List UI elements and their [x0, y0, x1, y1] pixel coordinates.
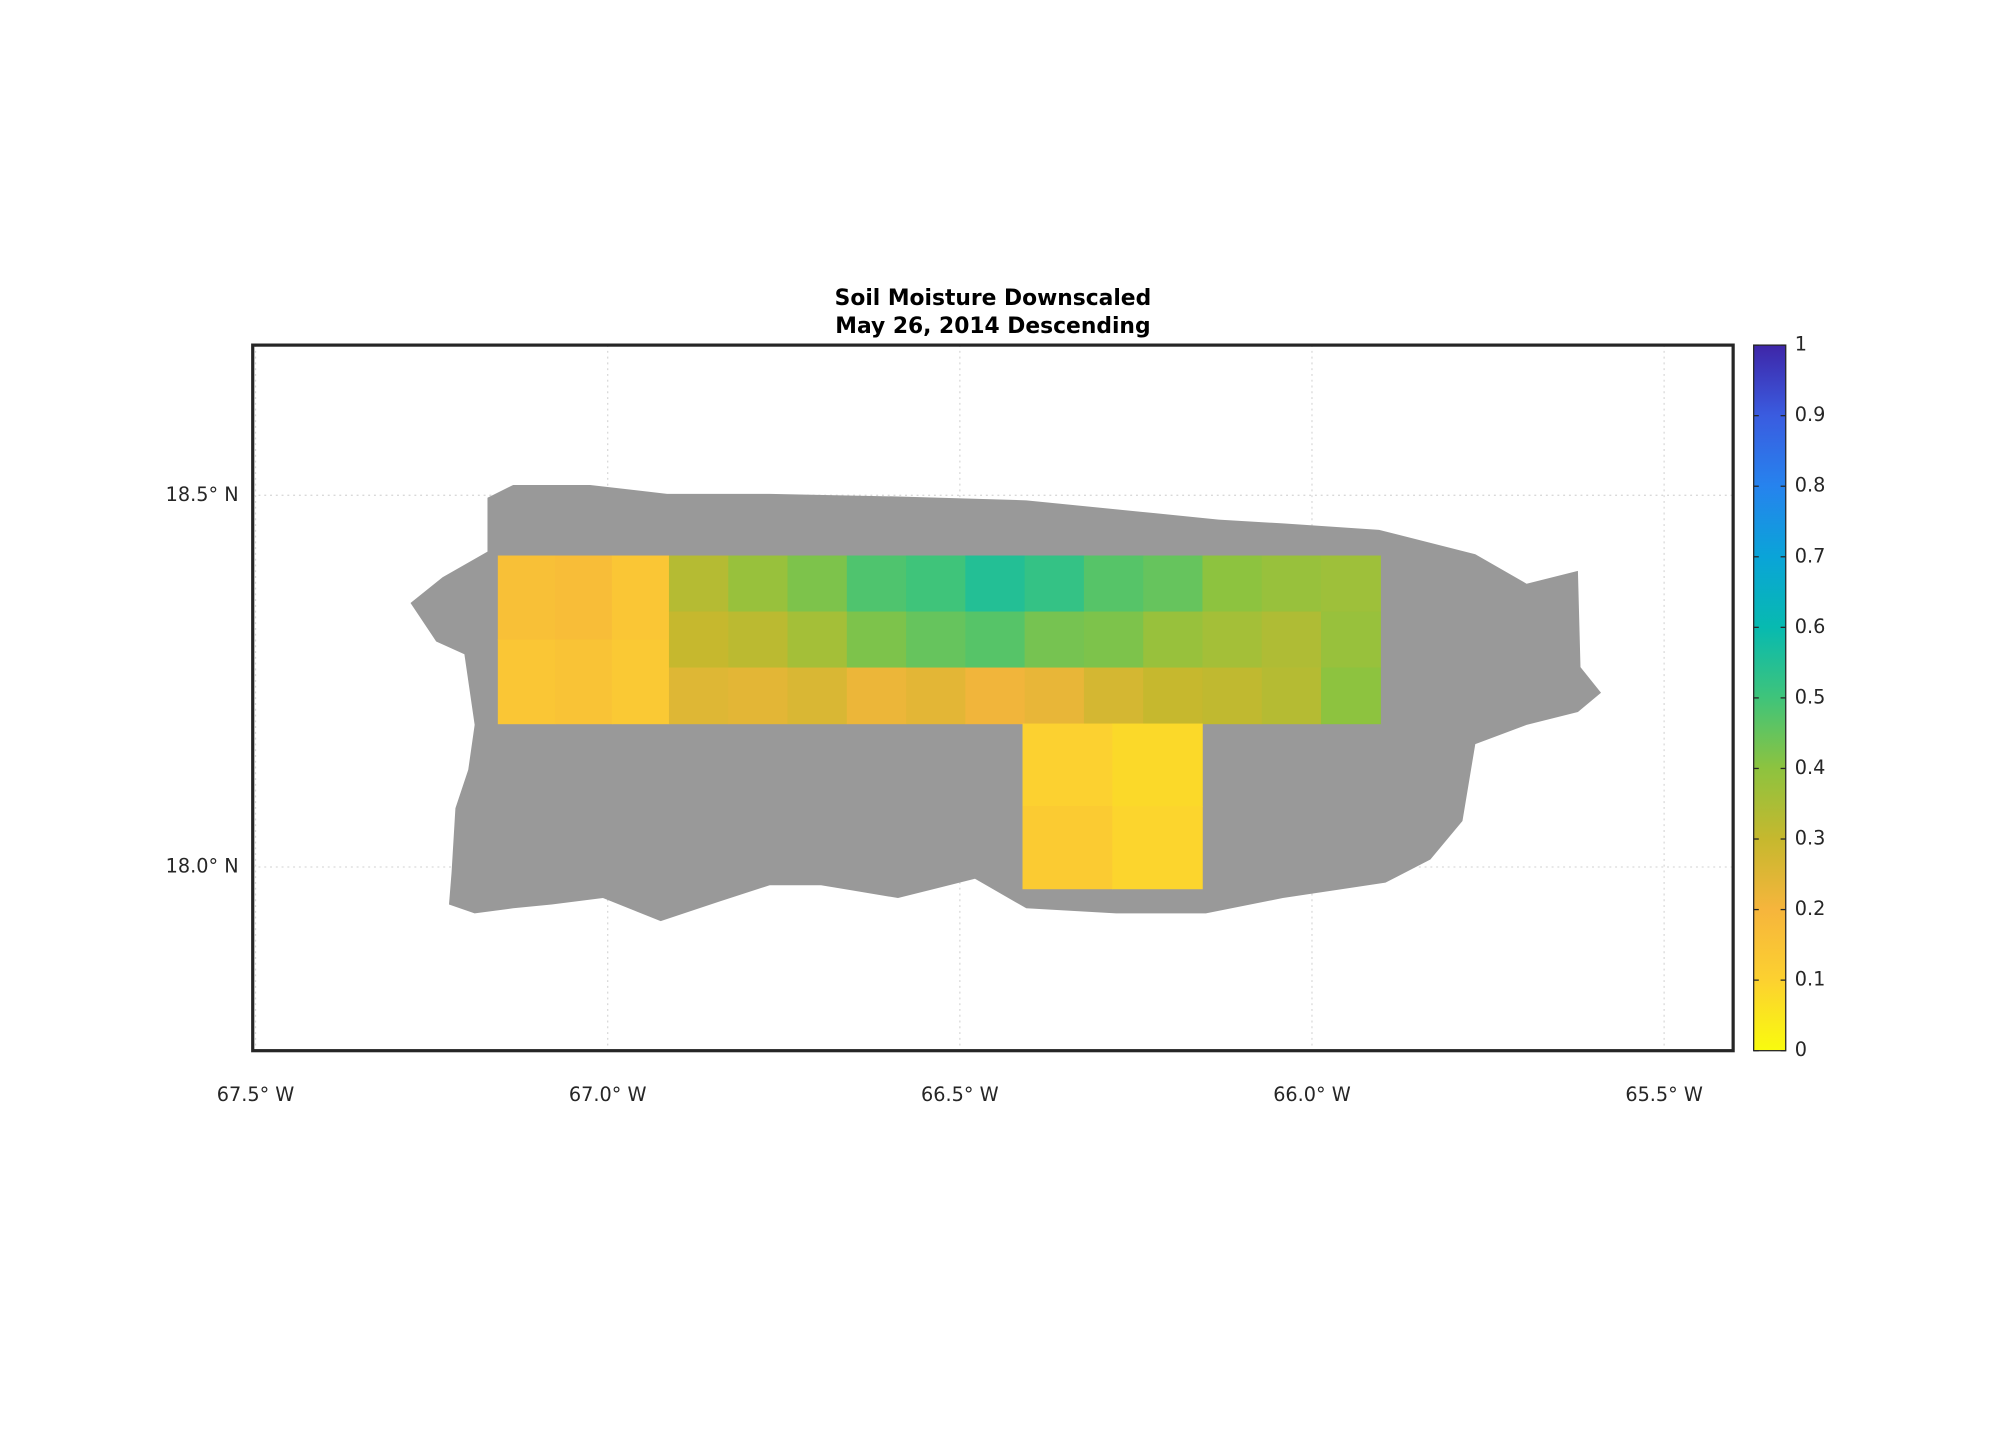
- moisture-cell: [787, 611, 848, 669]
- moisture-cell: [965, 611, 1026, 669]
- chart-subtitle: May 26, 2014 Descending: [835, 314, 1150, 339]
- moisture-cell: [1024, 667, 1085, 725]
- moisture-cell: [1143, 611, 1204, 669]
- x-tick-label: 65.5° W: [1625, 1083, 1703, 1106]
- moisture-cell: [965, 667, 1026, 725]
- colorbar-tick-label: 0.3: [1795, 827, 1826, 850]
- moisture-cell: [1083, 667, 1144, 725]
- colorbar-tick-label: 0.1: [1795, 968, 1826, 991]
- moisture-cell: [846, 555, 907, 613]
- colorbar-tick-label: 0.4: [1795, 756, 1826, 779]
- x-tick-label: 67.5° W: [217, 1083, 295, 1106]
- moisture-cell: [965, 555, 1026, 613]
- moisture-cell: [1202, 555, 1263, 613]
- moisture-cell: [906, 555, 966, 613]
- colorbar-tick-label: 0.2: [1795, 897, 1826, 920]
- moisture-cell: [497, 555, 556, 641]
- moisture-cell: [1022, 806, 1113, 890]
- moisture-cell: [1022, 723, 1113, 807]
- moisture-cell: [1202, 611, 1263, 669]
- colorbar-tick-label: 0: [1795, 1038, 1807, 1061]
- colorbar-tick-label: 0.5: [1795, 685, 1826, 708]
- moisture-cell: [1083, 555, 1144, 613]
- x-tick-label: 66.5° W: [921, 1083, 999, 1106]
- moisture-cell: [1202, 667, 1263, 725]
- moisture-cell: [611, 555, 670, 641]
- colorbar-tick-label: 0.6: [1795, 615, 1826, 638]
- x-tick-label: 66.0° W: [1273, 1083, 1351, 1106]
- moisture-cell: [1024, 611, 1085, 669]
- moisture-cell: [728, 611, 789, 669]
- moisture-cell: [1261, 667, 1322, 725]
- moisture-cell: [787, 555, 848, 613]
- colorbar: [1753, 344, 1787, 1052]
- x-tick-label: 67.0° W: [569, 1083, 647, 1106]
- moisture-cell: [1024, 555, 1085, 613]
- moisture-cell: [1321, 611, 1381, 669]
- moisture-cell: [1112, 806, 1203, 890]
- moisture-cell: [497, 639, 556, 725]
- moisture-cell: [1143, 555, 1204, 613]
- moisture-cell: [1083, 611, 1144, 669]
- moisture-cell: [1261, 611, 1322, 669]
- colorbar-tick-label: 0.8: [1795, 474, 1826, 497]
- colorbar-tick-label: 1: [1795, 333, 1807, 356]
- moisture-cell: [728, 667, 789, 725]
- moisture-cell: [1321, 667, 1381, 725]
- moisture-cell: [554, 555, 613, 641]
- chart-title: Soil Moisture Downscaled: [835, 286, 1152, 311]
- moisture-cell: [668, 555, 729, 613]
- moisture-cell: [1261, 555, 1322, 613]
- y-tick-label: 18.5° N: [166, 483, 239, 506]
- moisture-cell: [1321, 555, 1381, 613]
- moisture-cell: [668, 667, 729, 725]
- moisture-cell: [906, 667, 966, 725]
- moisture-cell: [846, 611, 907, 669]
- moisture-cell: [728, 555, 789, 613]
- moisture-cell: [906, 611, 966, 669]
- moisture-cell: [668, 611, 729, 669]
- colorbar-tick-label: 0.7: [1795, 544, 1826, 567]
- axes-frame: [251, 343, 1735, 1053]
- colorbar-tick-label: 0.9: [1795, 403, 1826, 426]
- moisture-cell: [611, 639, 670, 725]
- moisture-cell: [846, 667, 907, 725]
- moisture-cell: [787, 667, 848, 725]
- y-tick-label: 18.0° N: [166, 855, 239, 878]
- moisture-cell: [1112, 723, 1203, 807]
- moisture-cell: [1143, 667, 1204, 725]
- moisture-cell: [554, 639, 613, 725]
